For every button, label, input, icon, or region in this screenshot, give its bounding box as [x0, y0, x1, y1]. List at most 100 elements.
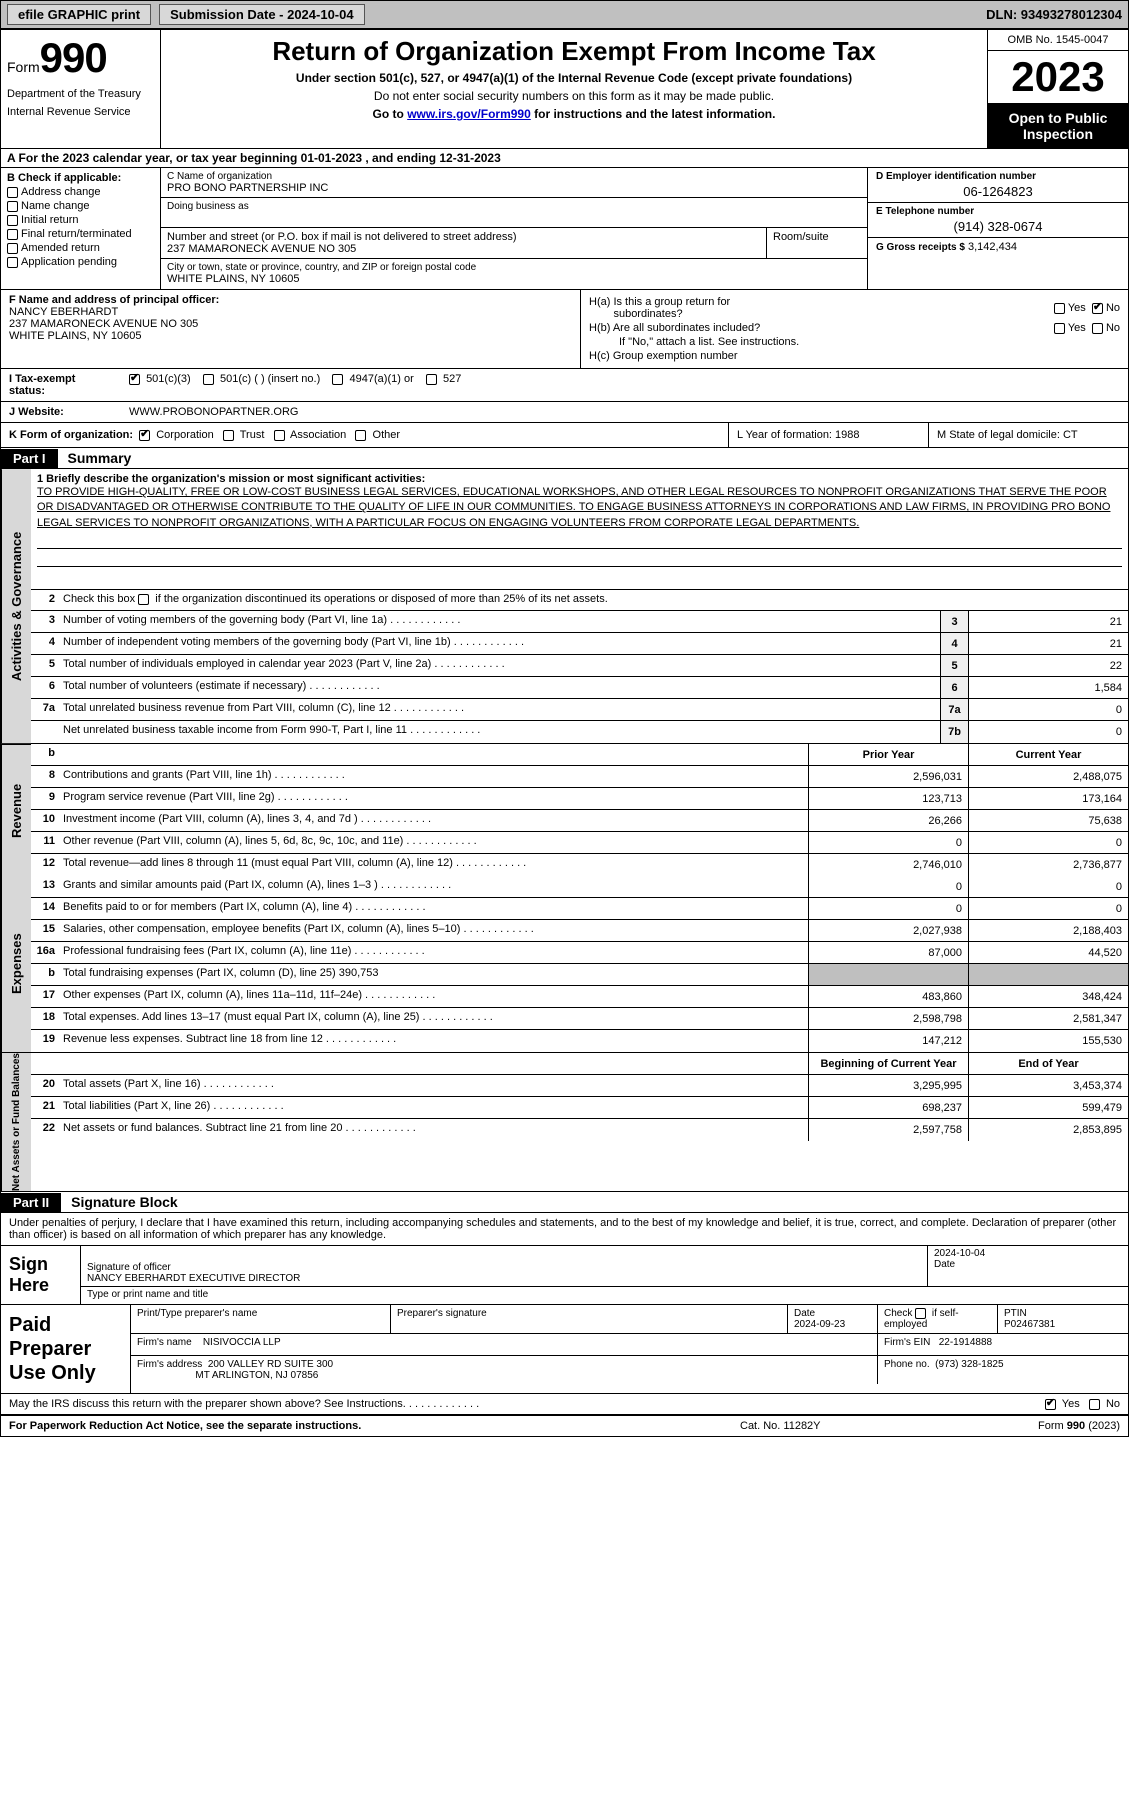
tel-value: (914) 328-0674 [876, 219, 1120, 234]
row-desc: Total unrelated business revenue from Pa… [59, 699, 940, 720]
prior-val: 2,596,031 [808, 766, 968, 787]
addr-value: 237 MAMARONECK AVENUE NO 305 [167, 243, 760, 255]
k-other[interactable] [355, 430, 366, 441]
ha-sub: subordinates? [613, 308, 682, 320]
i-527[interactable] [426, 374, 437, 385]
check-final-label: Final return/terminated [21, 228, 132, 240]
part1-bar: Part I Summary [1, 448, 1128, 469]
row-box: 7b [940, 721, 968, 743]
prior-val: 0 [808, 898, 968, 919]
sig-officer-label: Signature of officer [87, 1262, 921, 1273]
ha-no-label: No [1106, 302, 1120, 314]
curr-val: 2,581,347 [968, 1008, 1128, 1029]
form-link[interactable]: www.irs.gov/Form990 [407, 107, 531, 121]
revenue-row: 11Other revenue (Part VIII, column (A), … [31, 832, 1128, 854]
i-4947[interactable] [332, 374, 343, 385]
firm-addr-label: Firm's address [137, 1359, 202, 1370]
hb-yes[interactable] [1054, 323, 1065, 334]
ha-yes[interactable] [1054, 303, 1065, 314]
row-desc: Total number of individuals employed in … [59, 655, 940, 676]
curr-val: 44,520 [968, 942, 1128, 963]
paid-col-name: Print/Type preparer's name [131, 1305, 391, 1333]
gross-label: G Gross receipts $ [876, 242, 965, 253]
k-assoc[interactable] [274, 430, 285, 441]
hb-no[interactable] [1092, 323, 1103, 334]
row-desc: Total assets (Part X, line 16) [59, 1075, 808, 1096]
net-row: 20Total assets (Part X, line 16)3,295,99… [31, 1075, 1128, 1097]
net-row: 22Net assets or fund balances. Subtract … [31, 1119, 1128, 1141]
paid-preparer-row: Paid Preparer Use Only Print/Type prepar… [1, 1305, 1128, 1394]
row-val: 22 [968, 655, 1128, 676]
expense-row: 16aProfessional fundraising fees (Part I… [31, 942, 1128, 964]
print-button[interactable]: efile GRAPHIC print [7, 4, 151, 25]
firm-ein: 22-1914888 [939, 1337, 992, 1348]
prior-val: 0 [808, 876, 968, 897]
i-opt4: 527 [443, 373, 461, 385]
row-num: 20 [31, 1075, 59, 1096]
current-year-header: Current Year [968, 744, 1128, 765]
part2-title: Signature Block [61, 1192, 188, 1212]
i-501c3[interactable] [129, 374, 140, 385]
summary-governance: Activities & Governance 1 Briefly descri… [1, 469, 1128, 744]
expense-row: 13Grants and similar amounts paid (Part … [31, 876, 1128, 898]
footer: For Paperwork Reduction Act Notice, see … [1, 1415, 1128, 1436]
row-num: 3 [31, 611, 59, 632]
sign-here-row: Sign Here Signature of officer NANCY EBE… [1, 1246, 1128, 1305]
cmd-suffix: for instructions and the latest informat… [531, 107, 776, 121]
row-box: 3 [940, 611, 968, 632]
row-box: 6 [940, 677, 968, 698]
prior-val: 2,746,010 [808, 854, 968, 876]
firm-ein-label: Firm's EIN [884, 1337, 930, 1348]
check-address[interactable] [7, 187, 18, 198]
row-num: 9 [31, 788, 59, 809]
curr-val: 75,638 [968, 810, 1128, 831]
line2-check[interactable] [138, 594, 149, 605]
check-final[interactable] [7, 229, 18, 240]
revenue-row: 12Total revenue—add lines 8 through 11 (… [31, 854, 1128, 876]
row-desc: Number of voting members of the governin… [59, 611, 940, 632]
row-desc: Benefits paid to or for members (Part IX… [59, 898, 808, 919]
hb-note: If "No," attach a list. See instructions… [589, 336, 1120, 348]
curr-val: 2,853,895 [968, 1119, 1128, 1141]
check-initial[interactable] [7, 215, 18, 226]
prior-val: 2,597,758 [808, 1119, 968, 1141]
ptin-label: PTIN [1004, 1308, 1122, 1319]
paid-self-emp[interactable] [915, 1308, 926, 1319]
row-desc: Professional fundraising fees (Part IX, … [59, 942, 808, 963]
row-box: 7a [940, 699, 968, 720]
ha-no[interactable] [1092, 303, 1103, 314]
check-app[interactable] [7, 257, 18, 268]
eoy-header: End of Year [968, 1053, 1128, 1074]
ein-value: 06-1264823 [876, 184, 1120, 199]
check-name[interactable] [7, 201, 18, 212]
dept-treasury: Department of the Treasury [7, 88, 154, 100]
j-label: J Website: [1, 402, 121, 422]
k-corp[interactable] [139, 430, 150, 441]
footer-mid: Cat. No. 11282Y [740, 1420, 940, 1432]
i-501c[interactable] [203, 374, 214, 385]
expense-row: bTotal fundraising expenses (Part IX, co… [31, 964, 1128, 986]
firm-name-label: Firm's name [137, 1337, 192, 1348]
discuss-yes[interactable] [1045, 1399, 1056, 1410]
discuss-q: May the IRS discuss this return with the… [9, 1398, 406, 1410]
form-number: 990 [40, 34, 107, 81]
check-app-label: Application pending [21, 256, 117, 268]
k-trust[interactable] [223, 430, 234, 441]
row-klm: K Form of organization: Corporation Trus… [1, 423, 1128, 448]
dept-irs: Internal Revenue Service [7, 106, 154, 118]
row-desc: Revenue less expenses. Subtract line 18 … [59, 1030, 808, 1052]
form-prefix: Form [7, 59, 40, 75]
submission-date: Submission Date - 2024-10-04 [159, 4, 365, 25]
gov-row: 5Total number of individuals employed in… [31, 655, 1128, 677]
paid-col-date: Date [794, 1308, 871, 1319]
row-num: 7a [31, 699, 59, 720]
ein-label: D Employer identification number [876, 171, 1120, 182]
discuss-no[interactable] [1089, 1399, 1100, 1410]
firm-addr2: MT ARLINGTON, NJ 07856 [195, 1370, 318, 1381]
form-note: Do not enter social security numbers on … [171, 89, 977, 103]
discuss-yes-label: Yes [1062, 1398, 1080, 1410]
check-amended[interactable] [7, 243, 18, 254]
row-desc: Program service revenue (Part VIII, line… [59, 788, 808, 809]
net-row: 21Total liabilities (Part X, line 26)698… [31, 1097, 1128, 1119]
form-cmd: Go to www.irs.gov/Form990 for instructio… [171, 107, 977, 121]
